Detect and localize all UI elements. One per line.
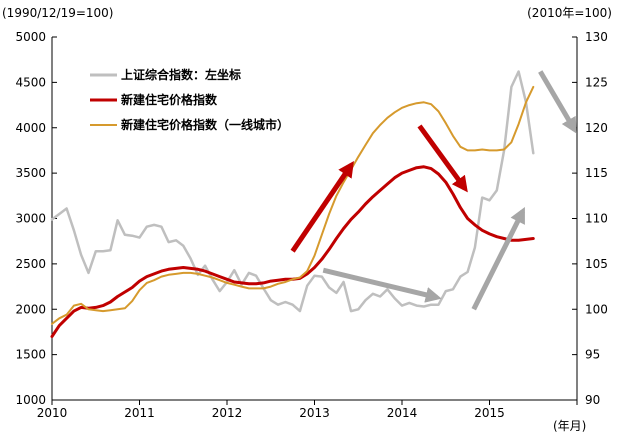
y-right-ticks: 130 125 120 115 110 105 100 95 90 [572, 30, 608, 407]
legend-label-shanghai-index: 上证综合指数：左坐标 [121, 67, 241, 82]
right-axis-title: (2010年=100) [527, 6, 612, 20]
y-left-tick-label: 4000 [15, 121, 46, 135]
y-right-tick-label: 90 [585, 393, 600, 407]
y-left-tick-label: 3000 [15, 212, 46, 226]
y-left-tick-label: 1000 [15, 393, 46, 407]
y-right-tick-label: 95 [585, 348, 600, 362]
y-right-tick-label: 125 [585, 75, 608, 89]
trend-arrows [290, 70, 577, 311]
y-left-tick-label: 1500 [15, 348, 46, 362]
x-tick-label: 2013 [299, 406, 330, 420]
gray-trend-arrow [538, 70, 577, 134]
legend: 上证综合指数：左坐标 新建住宅价格指数 新建住宅价格指数（一线城市） [90, 67, 289, 132]
shanghai-composite-line [50, 70, 535, 313]
legend-label-new-housing: 新建住宅价格指数 [121, 92, 218, 107]
red-trend-arrow [290, 160, 354, 253]
red-trend-arrow [417, 124, 468, 193]
y-right-tick-label: 130 [585, 30, 608, 44]
x-tick-label: 2012 [212, 406, 243, 420]
x-axis-unit: (年月) [553, 419, 586, 433]
x-tick-label: 2011 [124, 406, 155, 420]
gray-trend-arrow [471, 206, 525, 311]
legend-label-tier1-housing: 新建住宅价格指数（一线城市） [121, 117, 289, 132]
y-left-tick-label: 2500 [15, 257, 46, 271]
y-left-tick-label: 3500 [15, 166, 46, 180]
x-tick-label: 2014 [387, 406, 418, 420]
left-axis-title: (1990/12/19=100) [2, 6, 114, 20]
gray-trend-arrow [322, 267, 442, 303]
y-left-tick-label: 5000 [15, 30, 46, 44]
y-right-tick-label: 120 [585, 121, 608, 135]
y-right-tick-label: 115 [585, 166, 608, 180]
x-tick-label: 2010 [37, 406, 68, 420]
y-left-ticks: 5000 4500 4000 3500 3000 2500 2000 1500 1000 [15, 30, 57, 407]
series-lines [50, 70, 535, 338]
x-tick-label: 2015 [474, 406, 505, 420]
x-ticks: 2010 2011 2012 2013 2014 2015 [37, 400, 578, 420]
new-housing-price-line [50, 165, 535, 338]
y-right-tick-label: 100 [585, 302, 608, 316]
y-left-tick-label: 4500 [15, 75, 46, 89]
y-right-tick-label: 110 [585, 212, 608, 226]
y-left-tick-label: 2000 [15, 302, 46, 316]
tier1-housing-price-line [51, 85, 535, 325]
y-right-tick-label: 105 [585, 257, 608, 271]
